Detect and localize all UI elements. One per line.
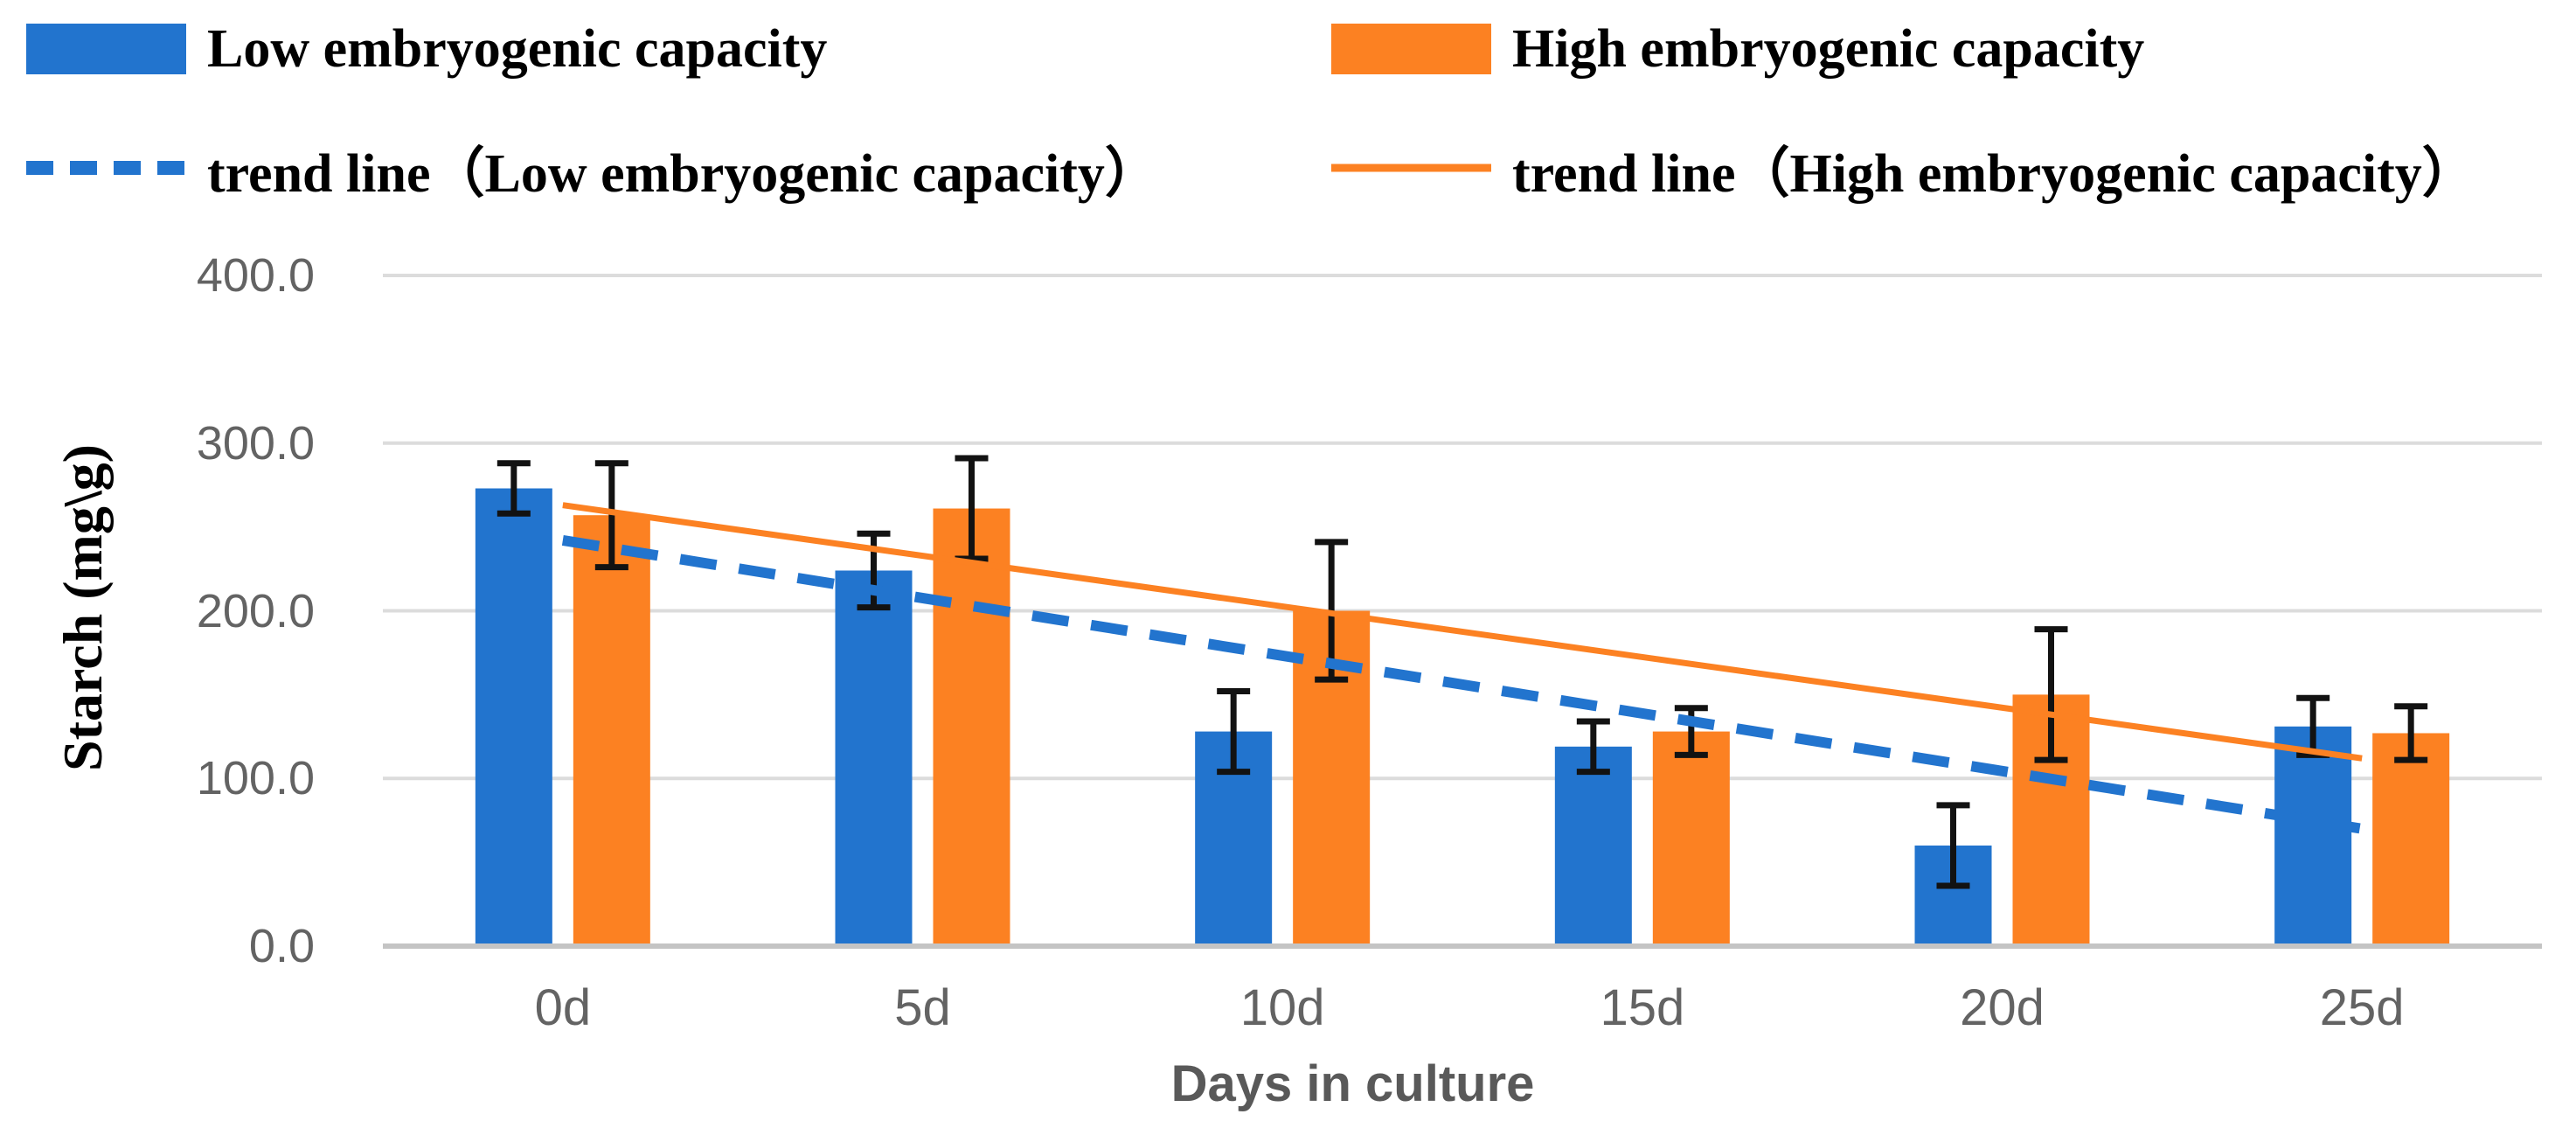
bar-high-25d — [2372, 733, 2450, 946]
legend-label-high-trend: trend line（High embryogenic capacity） — [1512, 144, 2476, 204]
legend-label-high: High embryogenic capacity — [1512, 18, 2145, 79]
legend-item-high: High embryogenic capacity — [1331, 17, 2144, 80]
legend-label-low: Low embryogenic capacity — [207, 18, 828, 79]
legend-item-low-trend: trend line（Low embryogenic capacity） — [26, 136, 1159, 204]
bar-low-25d — [2274, 726, 2352, 946]
legend-item-low: Low embryogenic capacity — [26, 17, 827, 80]
legend-label-low-trend: trend line（Low embryogenic capacity） — [207, 144, 1159, 204]
legend-swatch-high-bar — [1331, 24, 1491, 74]
bar-low-5d — [835, 570, 913, 946]
trendline-low — [561, 535, 2364, 834]
x-tick-label-5d: 5d — [894, 979, 951, 1036]
y-tick-label-300.0: 300.0 — [196, 416, 315, 470]
x-axis-title: Days in culture — [1170, 1055, 1535, 1112]
x-tick-label-10d: 10d — [1239, 979, 1325, 1036]
trendline-high — [562, 502, 2363, 762]
bar-high-5d — [933, 508, 1010, 946]
x-tick-label-0d: 0d — [534, 979, 592, 1036]
x-tick-label-25d: 25d — [2319, 979, 2405, 1036]
x-tick-label-20d: 20d — [1960, 979, 2045, 1036]
bar-low-0d — [475, 488, 552, 946]
y-tick-label-400.0: 400.0 — [196, 249, 315, 302]
bar-high-15d — [1652, 731, 1730, 946]
y-tick-label-200.0: 200.0 — [196, 584, 315, 637]
bar-low-15d — [1554, 746, 1632, 946]
x-tick-label-15d: 15d — [1600, 979, 1685, 1036]
legend-item-high-trend: trend line（High embryogenic capacity） — [1331, 136, 2476, 204]
bar-high-0d — [573, 515, 650, 946]
legend-swatch-high-trend-solid-line — [1331, 164, 1491, 172]
legend-swatch-low-trend-dashed-line — [26, 161, 186, 175]
y-tick-label-0.0: 0.0 — [248, 920, 315, 972]
legend-swatch-low-bar — [26, 24, 186, 74]
y-tick-label-100.0: 100.0 — [196, 752, 315, 805]
